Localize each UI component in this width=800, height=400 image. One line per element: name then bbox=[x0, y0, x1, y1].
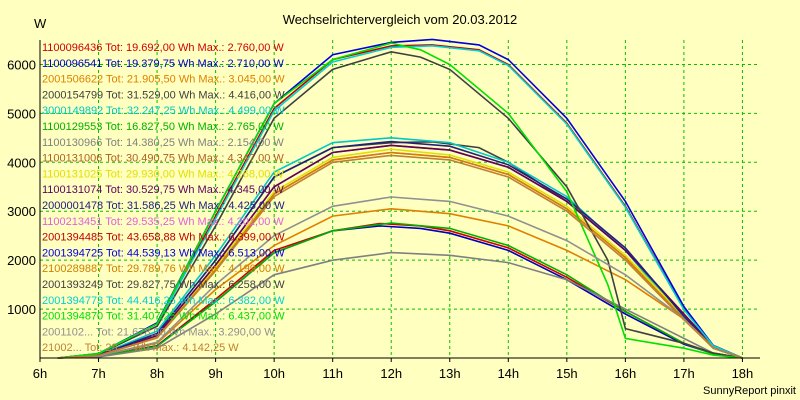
legend-entry-19: 2001102... Tot: 21.678,00 Wh Max.: 3.290… bbox=[42, 326, 275, 338]
x-tick-label: 14h bbox=[497, 366, 519, 381]
x-tick-label: 6h bbox=[33, 366, 47, 381]
legend-entry-7: 1100130966 Tot: 14.380,25 Wh Max.: 2.154… bbox=[42, 137, 284, 149]
series-line-16 bbox=[57, 50, 743, 359]
legend-entry-15: 2100289887 Tot: 29.789,76 Wh Max.: 4.199… bbox=[42, 263, 285, 275]
legend-entry-8: 1100131006 Tot: 30.490,75 Wh Max.: 4.347… bbox=[42, 153, 284, 165]
legend-entry-12: 1100213451 Tot: 29.535,25 Wh Max.: 4.201… bbox=[42, 216, 284, 228]
x-tick-label: 10h bbox=[263, 366, 285, 381]
x-tick-label: 13h bbox=[439, 366, 461, 381]
series-line-17 bbox=[57, 44, 743, 359]
series-line-18 bbox=[57, 42, 743, 359]
x-tick-label: 11h bbox=[322, 366, 343, 381]
legend-entry-18: 2001394870 Tot: 31.407,25 Wh Max.: 6.437… bbox=[42, 311, 285, 323]
y-tick-label: 6000 bbox=[7, 57, 36, 72]
axes bbox=[39, 40, 760, 359]
series-line-5 bbox=[57, 136, 743, 359]
y-axis-ticks: 1000 2000 3000 4000 5000 6000 bbox=[7, 57, 36, 317]
x-tick-label: 8h bbox=[150, 366, 164, 381]
y-tick-label: 1000 bbox=[7, 302, 36, 317]
chart-title: Wechselrichtervergleich vom 20.03.2012 bbox=[283, 12, 518, 27]
x-tick-label: 16h bbox=[615, 366, 637, 381]
legend-entry-20: 21002... Tot: 29.... Wh Max.: 4.142,25 W bbox=[42, 342, 239, 354]
legend-entry-11: 2000001478 Tot: 31.586,25 Wh Max.: 4.425… bbox=[42, 200, 285, 212]
legend-entry-9: 1100131025 Tot: 29.930,00 Wh Max.: 4.268… bbox=[42, 168, 284, 180]
credit-label: SunnyReport pinxit bbox=[703, 385, 796, 397]
legend-entry-5: 3000149892 Tot: 32.247,25 Wh Max.: 4.499… bbox=[42, 105, 285, 117]
x-tick-label: 7h bbox=[91, 366, 105, 381]
legend-entry-16: 2001393249 Tot: 29.827,75 Wh Max.: 6.258… bbox=[42, 279, 285, 291]
legend-entry-2: 1100096541 Tot: 19.379,75 Wh Max.: 2.710… bbox=[42, 58, 284, 70]
plot-lines bbox=[57, 38, 743, 359]
x-tick-label: 9h bbox=[208, 366, 222, 381]
y-tick-label: 2000 bbox=[7, 253, 36, 268]
legend-entry-17: 2001394773 Tot: 44.416,25 Wh Max.: 6.382… bbox=[42, 295, 285, 307]
x-tick-label: 12h bbox=[380, 366, 402, 381]
x-tick-label: 17h bbox=[673, 366, 695, 381]
series-line-7 bbox=[57, 251, 743, 359]
legend-entry-4: 2000154799 Tot: 31.529,00 Wh Max.: 4.416… bbox=[42, 89, 285, 101]
legend-entry-10: 1100131074 Tot: 30.529,75 Wh Max.: 4.345… bbox=[42, 184, 284, 196]
x-axis-ticks: 6h 7h 8h 9h 10h 11h 12h 13h 14h 15h 16h 17h 18h bbox=[33, 358, 754, 381]
x-tick-label: 18h bbox=[732, 366, 754, 381]
legend-entry-14: 2001394725 Tot: 44.539,13 Wh Max.: 6.513… bbox=[42, 247, 285, 259]
x-tick-label: 15h bbox=[556, 366, 578, 381]
series-line-11 bbox=[57, 140, 743, 359]
grid bbox=[39, 40, 760, 358]
legend: 1100096436 Tot: 19.692,00 Wh Max.: 2.760… bbox=[42, 42, 285, 354]
legend-entry-13: 2001394485 Tot: 43.658,88 Wh Max.: 6.399… bbox=[42, 232, 285, 244]
series-line-20 bbox=[57, 154, 743, 359]
y-tick-label: 4000 bbox=[7, 155, 36, 170]
legend-entry-3: 2001506622 Tot: 21.905,50 Wh Max.: 3.045… bbox=[42, 74, 285, 86]
y-tick-label: 3000 bbox=[7, 204, 36, 219]
y-axis-unit: W bbox=[34, 16, 47, 31]
series-line-6 bbox=[57, 222, 743, 359]
series-line-10 bbox=[57, 144, 743, 359]
legend-entry-6: 1100129553 Tot: 16.827,50 Wh Max.: 2.765… bbox=[42, 121, 284, 133]
y-tick-label: 5000 bbox=[7, 106, 36, 121]
legend-entry-1: 1100096436 Tot: 19.692,00 Wh Max.: 2.760… bbox=[42, 42, 284, 54]
series-line-19 bbox=[57, 196, 743, 359]
